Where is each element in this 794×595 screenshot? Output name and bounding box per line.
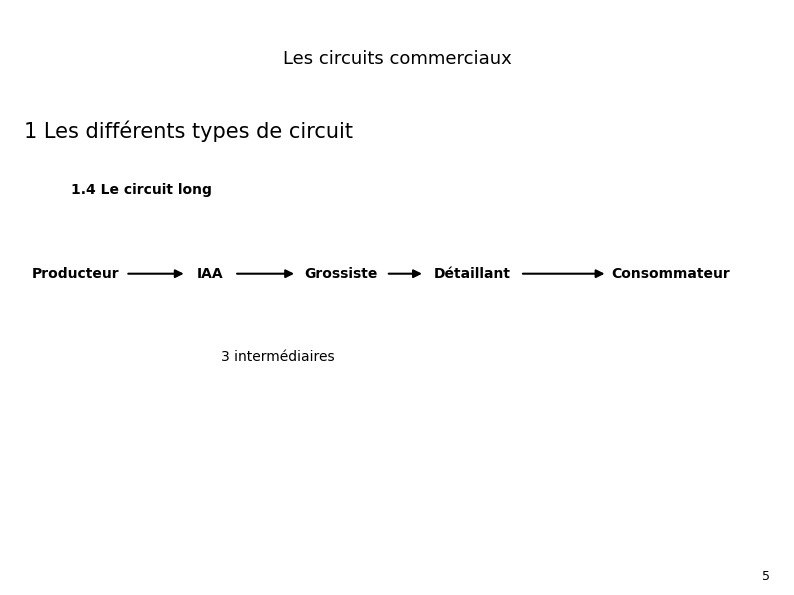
Text: 5: 5 [762,570,770,583]
Text: Les circuits commerciaux: Les circuits commerciaux [283,51,511,68]
Text: Producteur: Producteur [32,267,119,281]
Text: 3 intermédiaires: 3 intermédiaires [221,350,335,364]
Text: Grossiste: Grossiste [305,267,378,281]
Text: 1 Les différents types de circuit: 1 Les différents types de circuit [24,120,353,142]
Text: Consommateur: Consommateur [611,267,730,281]
Text: 1.4 Le circuit long: 1.4 Le circuit long [71,183,212,198]
Text: IAA: IAA [197,267,224,281]
Text: Détaillant: Détaillant [434,267,511,281]
